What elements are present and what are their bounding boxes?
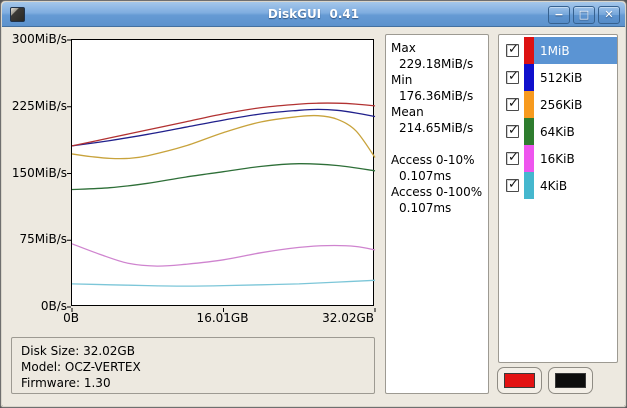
disk-model-text: Model: OCZ-VERTEX xyxy=(21,360,141,374)
chart-area: 0B/s 75MiB/s 150MiB/s 225MiB/s 300MiB/s 0B 16.… xyxy=(1,28,626,407)
legend-item-label: 16KiB xyxy=(540,151,575,166)
disk-firmware-text: Firmware: 1.30 xyxy=(21,376,111,390)
checkbox-4kib[interactable]: ✓ xyxy=(506,177,519,192)
red-color-chip xyxy=(504,373,535,388)
resize-grip-right[interactable] xyxy=(613,394,625,406)
maximize-button[interactable]: □ xyxy=(573,6,595,24)
stat-label-min: Min xyxy=(391,73,413,87)
y-tick-label: 225MiB/s xyxy=(11,98,67,113)
stat-label-mean: Mean xyxy=(391,105,424,119)
check-icon: ✓ xyxy=(508,42,519,57)
check-icon: ✓ xyxy=(508,69,519,84)
checkbox-64kib[interactable]: ✓ xyxy=(506,123,519,138)
y-tick-label: 0B/s xyxy=(40,299,67,313)
stat-value-mean: 214.65MiB/s xyxy=(399,121,474,135)
legend-item-label: 256KiB xyxy=(540,97,583,112)
legend-color-swatch xyxy=(524,145,534,172)
y-tick-label: 300MiB/s xyxy=(11,32,67,46)
legend-item-512kib[interactable]: ✓ 512KiB xyxy=(499,64,617,91)
chart-plot xyxy=(67,39,376,312)
check-icon: ✓ xyxy=(508,123,519,138)
legend-item-1mib[interactable]: ✓ 1MiB xyxy=(499,37,617,64)
legend-item-label: 64KiB xyxy=(540,124,575,139)
legend-item-256kib[interactable]: ✓ 256KiB xyxy=(499,91,617,118)
resize-grip-left[interactable] xyxy=(2,394,14,406)
checkbox-512kib[interactable]: ✓ xyxy=(506,69,519,84)
legend-item-label: 1MiB xyxy=(540,43,570,58)
legend-item-64kib[interactable]: ✓ 64KiB xyxy=(499,118,617,145)
check-icon: ✓ xyxy=(508,177,519,192)
black-color-chip xyxy=(555,373,586,388)
legend-list[interactable]: ✓ 1MiB ✓ 512KiB ✓ 256KiB ✓ 64KiB ✓ xyxy=(498,34,618,363)
stat-value-access-100: 0.107ms xyxy=(399,201,452,215)
checkbox-256kib[interactable]: ✓ xyxy=(506,96,519,111)
chart-svg xyxy=(67,39,376,312)
titlebar[interactable]: DiskGUI 0.41 − □ ✕ xyxy=(2,2,625,27)
red-color-button[interactable] xyxy=(497,367,542,394)
legend-color-swatch xyxy=(524,172,534,199)
legend-item-label: 512KiB xyxy=(540,70,583,85)
legend-color-swatch xyxy=(524,64,534,91)
close-button[interactable]: ✕ xyxy=(598,6,620,24)
x-tick-label: 0B xyxy=(63,311,79,325)
legend-color-swatch xyxy=(524,91,534,118)
x-tick-label: 32.02GB xyxy=(322,311,374,325)
minimize-button[interactable]: − xyxy=(548,6,570,24)
legend-item-16kib[interactable]: ✓ 16KiB xyxy=(499,145,617,172)
legend-item-4kib[interactable]: ✓ 4KiB xyxy=(499,172,617,199)
chart-line-512kib xyxy=(71,108,376,147)
chart-line-16kib xyxy=(71,243,376,267)
chart-line-4kib xyxy=(71,279,376,287)
check-icon: ✓ xyxy=(508,96,519,111)
stat-label-access-100: Access 0-100% xyxy=(391,185,483,199)
chart-line-64kib xyxy=(71,163,376,191)
stat-value-access-10: 0.107ms xyxy=(399,169,452,183)
black-color-button[interactable] xyxy=(548,367,593,394)
stat-value-max: 229.18MiB/s xyxy=(399,57,474,71)
chart-line-1mib xyxy=(71,102,376,147)
legend-item-label: 4KiB xyxy=(540,178,568,193)
window-title: DiskGUI 0.41 xyxy=(267,7,360,21)
x-tick-label: 16.01GB xyxy=(196,311,249,325)
stat-label-access-10: Access 0-10% xyxy=(391,153,475,167)
legend-color-swatch xyxy=(524,37,534,64)
stats-panel: Max 229.18MiB/s Min 176.36MiB/s Mean 214… xyxy=(385,34,489,394)
checkbox-16kib[interactable]: ✓ xyxy=(506,150,519,165)
y-tick-label: 75MiB/s xyxy=(19,232,67,247)
legend-color-swatch xyxy=(524,118,534,145)
stat-value-min: 176.36MiB/s xyxy=(399,89,474,103)
checkbox-1mib[interactable]: ✓ xyxy=(506,42,519,57)
window-controls: − □ ✕ xyxy=(548,6,620,24)
y-tick-label: 150MiB/s xyxy=(11,165,67,180)
stat-label-max: Max xyxy=(391,41,416,55)
chart-line-256kib xyxy=(71,114,376,160)
app-icon[interactable] xyxy=(10,7,25,22)
disk-size-text: Disk Size: 32.02GB xyxy=(21,344,135,358)
check-icon: ✓ xyxy=(508,150,519,165)
disk-info-box: Disk Size: 32.02GB Model: OCZ-VERTEX Fir… xyxy=(11,337,375,394)
